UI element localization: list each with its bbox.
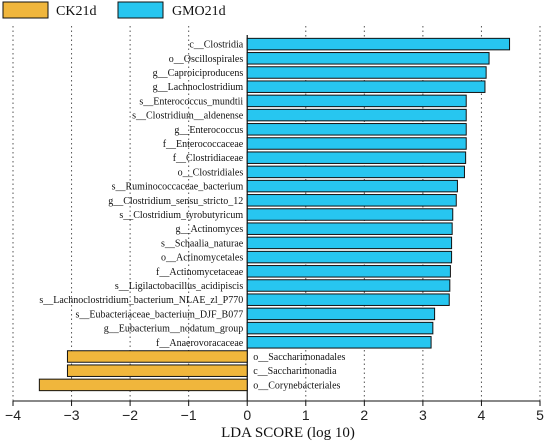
bar [246, 123, 467, 136]
bar [38, 378, 248, 392]
bar [246, 321, 434, 335]
legend-swatch [117, 1, 164, 19]
bar-label: o__Clostridiales [178, 167, 244, 178]
bar [246, 66, 487, 79]
bar [246, 307, 436, 321]
bar [246, 279, 451, 292]
bar [66, 364, 248, 377]
x-tick-label: −3 [64, 407, 80, 423]
bar [246, 52, 490, 65]
bar-label: g__Clostridium_sensu_stricto_12 [108, 196, 243, 207]
bar [246, 250, 453, 264]
bar [246, 108, 467, 122]
bar [246, 165, 465, 179]
bar [246, 37, 511, 51]
bar-label: g__Caproiciproducens [153, 68, 244, 79]
bar-label: f__Enterococcaceae [163, 139, 244, 150]
bar-label: s__Lachnoclostridium_bacterium_NLAE_zl_P… [39, 295, 243, 306]
x-tick-label: −1 [181, 407, 197, 423]
bar-label: s__Clostridium__aldenense [132, 111, 244, 122]
x-tick-label: 5 [536, 407, 544, 423]
bar-label: f__Anaerovoracaceae [156, 338, 244, 349]
bar [246, 137, 467, 150]
bar-label: o__Oscillospirales [169, 54, 244, 65]
bar-label: c__Clostridia [189, 40, 243, 51]
bar-label: f__Actinomycetaceae [156, 267, 244, 278]
legend-label: GMO21d [172, 4, 226, 19]
bar [246, 80, 486, 93]
bar-label: o__Saccharimonadales [253, 352, 345, 363]
x-tick-label: 0 [243, 407, 251, 423]
x-tick-label: −2 [122, 407, 138, 423]
bar-label: s__Eubacteriaceae_bacterium_DJF_B077 [75, 309, 243, 320]
bar-label: o__Actinomycetales [161, 253, 243, 264]
x-tick-label: 1 [302, 407, 310, 423]
x-axis: −4 −3 −2 −1 0 1 2 3 4 5 [5, 400, 544, 423]
bar-label: o__Corynebacteriales [253, 380, 340, 391]
bar [246, 94, 467, 108]
bar [246, 222, 453, 235]
x-tick-label: 4 [478, 407, 486, 423]
legend-label: CK21d [56, 4, 96, 19]
bar-label: s__Schaalia_naturae [161, 238, 244, 249]
bar [246, 151, 467, 164]
bar-label: g__Lachnoclostridium [153, 82, 244, 93]
bars-layer [38, 37, 511, 392]
bar-label: s__Ligilactobacillus_acidipiscis [115, 281, 243, 292]
bar-label: s__Enterococcus_mundtii [139, 96, 243, 107]
x-tick-label: 3 [419, 407, 427, 423]
bar [246, 265, 451, 278]
bar-label: s__Ruminococcaceae_bacterium [112, 182, 244, 193]
x-tick-label: −4 [5, 407, 21, 423]
bar-label: g__Actinomyces [175, 224, 243, 235]
bar-label: g__Eubacterium__nodatum_group [104, 324, 243, 335]
x-tick-label: 2 [360, 407, 368, 423]
bar-label: g__Enterococcus [174, 125, 243, 136]
bar [246, 293, 450, 306]
bar-label: c__Saccharimonadia [253, 366, 337, 377]
legend: CK21d GMO21d [2, 1, 226, 19]
bar [246, 179, 458, 193]
bar-label: s__Clostridium_tyrobutyricum [119, 210, 243, 221]
bar [246, 194, 457, 207]
bar [66, 350, 248, 363]
bar [246, 208, 454, 221]
bar [246, 236, 453, 250]
bar-labels-layer: c__Clostridia o__Oscillospirales g__Caproi… [39, 40, 345, 392]
bar-label: f__Clostridiaceae [173, 153, 244, 164]
x-axis-title: LDA SCORE (log 10) [221, 425, 355, 441]
legend-swatch [2, 1, 49, 19]
bar [246, 336, 432, 349]
